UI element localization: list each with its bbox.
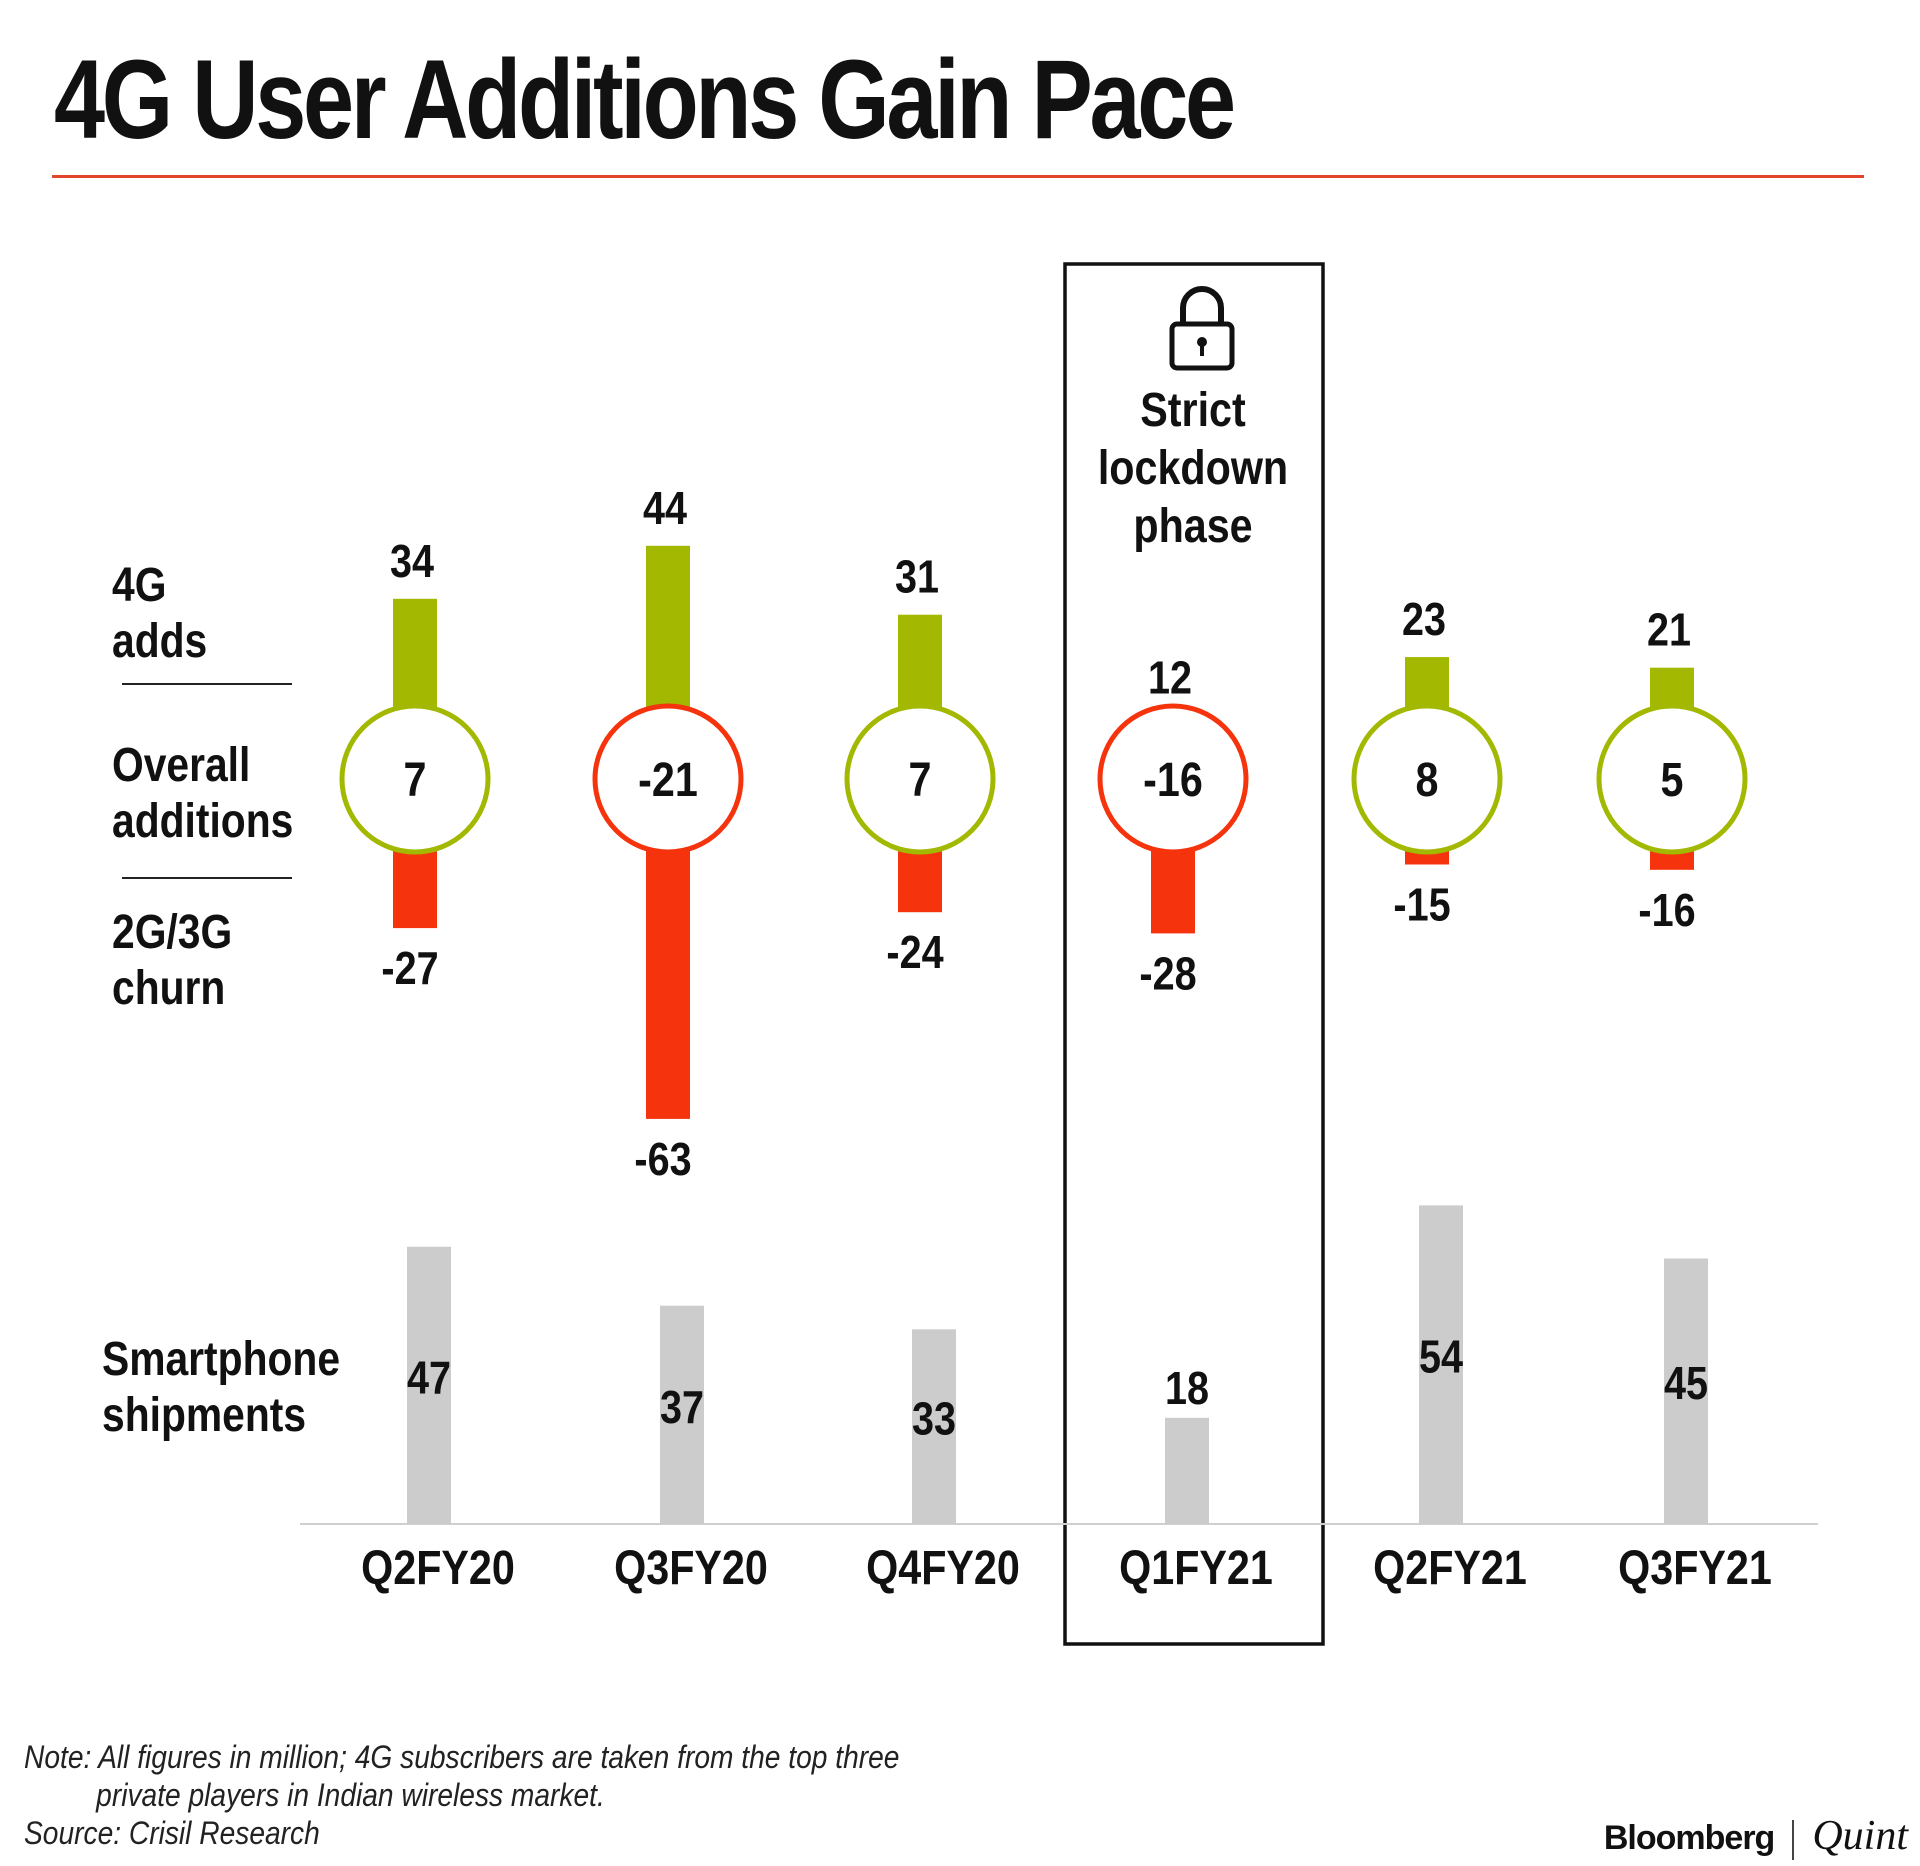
- footnote: Note: All figures in million; 4G subscri…: [24, 1738, 899, 1852]
- label-churn-Q3FY21: -16: [1638, 885, 1695, 936]
- lock-icon: [1169, 286, 1235, 371]
- row-label-churn: 2G/3G churn: [112, 905, 232, 1017]
- row-separator-bottom: [122, 877, 292, 879]
- label-shipments-Q2FY21: 54: [1419, 1332, 1463, 1383]
- row-label-churn-line2: churn: [112, 962, 226, 1015]
- title-rule: [52, 175, 1864, 178]
- label-4g-adds-Q1FY21: 12: [1148, 653, 1192, 704]
- circle-overall-Q3FY21: [1596, 703, 1748, 855]
- lockdown-label-line-2: lockdown: [1098, 441, 1288, 495]
- brand-bloomberg: Bloomberg: [1603, 1819, 1775, 1857]
- footnote-line1: Note: All figures in million; 4G subscri…: [24, 1739, 900, 1775]
- lock-body: [1169, 321, 1235, 371]
- tick-label-Q2FY21: Q2FY21: [1373, 1541, 1527, 1595]
- bar-churn-Q3FY20: [646, 844, 690, 1119]
- source-line: Source: Crisil Research: [24, 1815, 320, 1851]
- row-label-4g-adds-line2: adds: [112, 615, 208, 668]
- bar-shipments-Q2FY21: [1419, 1205, 1463, 1524]
- label-4g-adds-Q2FY20: 34: [390, 536, 434, 587]
- brand-divider: [1792, 1820, 1795, 1861]
- label-overall-Q3FY20: -21: [638, 753, 698, 807]
- label-shipments-Q1FY21: 18: [1165, 1363, 1209, 1414]
- label-churn-Q3FY20: -63: [634, 1134, 691, 1185]
- row-label-4g-adds: 4G adds: [112, 558, 207, 670]
- label-overall-Q1FY21: -16: [1143, 753, 1203, 807]
- row-label-overall-additions: Overall additions: [112, 738, 293, 850]
- bar-shipments-Q3FY21: [1664, 1258, 1708, 1524]
- lockdown-highlight-box: [1063, 262, 1325, 1646]
- bar-churn-Q4FY20: [898, 844, 942, 913]
- circle-overall-Q3FY20: [592, 703, 744, 855]
- row-label-shipments-line1: Smartphone: [102, 1333, 341, 1386]
- row-label-churn-line1: 2G/3G: [112, 906, 233, 959]
- lockdown-label-line-1: Strict: [1140, 383, 1246, 437]
- row-label-overall-line2: additions: [112, 795, 294, 848]
- bar-churn-Q1FY21: [1151, 844, 1195, 934]
- label-4g-adds-Q3FY21: 21: [1647, 605, 1691, 656]
- tick-label-Q2FY20: Q2FY20: [361, 1541, 515, 1595]
- label-overall-Q3FY21: 5: [1661, 753, 1684, 807]
- tick-label-Q4FY20: Q4FY20: [866, 1541, 1020, 1595]
- chart-title: 4G User Additions Gain Pace: [54, 37, 1236, 162]
- row-separator-top: [122, 683, 292, 685]
- bar-4g-adds-Q4FY20: [898, 614, 942, 714]
- tick-label-Q3FY20: Q3FY20: [614, 1541, 768, 1595]
- bar-shipments-Q3FY20: [660, 1305, 704, 1524]
- row-label-4g-adds-line1: 4G: [112, 559, 167, 612]
- bar-shipments-Q2FY20: [407, 1246, 451, 1524]
- label-shipments-Q3FY21: 45: [1664, 1359, 1708, 1410]
- label-churn-Q2FY20: -27: [381, 943, 438, 994]
- label-shipments-Q3FY20: 37: [660, 1382, 704, 1433]
- brand-quint: Quint: [1812, 1813, 1908, 1859]
- bar-churn-Q2FY20: [393, 844, 437, 929]
- circle-overall-Q2FY21: [1351, 703, 1503, 855]
- label-overall-Q4FY20: 7: [909, 753, 932, 807]
- tick-label-Q3FY21: Q3FY21: [1618, 1541, 1772, 1595]
- label-churn-Q2FY21: -15: [1393, 880, 1450, 931]
- lock-keyhole-slot: [1200, 344, 1204, 356]
- label-shipments-Q2FY20: 47: [407, 1353, 451, 1404]
- bar-shipments-Q1FY21: [1165, 1417, 1209, 1524]
- tick-label-Q1FY21: Q1FY21: [1119, 1541, 1273, 1595]
- bar-4g-adds-Q3FY20: [646, 545, 690, 714]
- circle-overall-Q4FY20: [844, 703, 996, 855]
- row-label-overall-line1: Overall: [112, 739, 251, 792]
- lockdown-label-line-3: phase: [1133, 499, 1252, 553]
- lock-keyhole: [1197, 337, 1207, 347]
- label-4g-adds-Q4FY20: 31: [895, 552, 939, 603]
- label-churn-Q4FY20: -24: [886, 927, 943, 978]
- label-churn-Q1FY21: -28: [1139, 949, 1196, 1000]
- label-overall-Q2FY20: 7: [404, 753, 427, 807]
- brand-logo: Bloomberg Quint: [1603, 1812, 1908, 1861]
- circle-overall-Q1FY21: [1097, 703, 1249, 855]
- row-label-smartphone-shipments: Smartphone shipments: [102, 1332, 340, 1444]
- lock-shackle: [1180, 286, 1224, 326]
- label-overall-Q2FY21: 8: [1416, 753, 1439, 807]
- label-4g-adds-Q3FY20: 44: [643, 483, 687, 534]
- circle-overall-Q2FY20: [339, 703, 491, 855]
- label-shipments-Q4FY20: 33: [912, 1394, 956, 1445]
- footnote-line2: private players in Indian wireless marke…: [96, 1777, 605, 1813]
- row-label-shipments-line2: shipments: [102, 1389, 307, 1442]
- bar-shipments-Q4FY20: [912, 1329, 956, 1524]
- bar-4g-adds-Q2FY20: [393, 598, 437, 714]
- label-4g-adds-Q2FY21: 23: [1402, 594, 1446, 645]
